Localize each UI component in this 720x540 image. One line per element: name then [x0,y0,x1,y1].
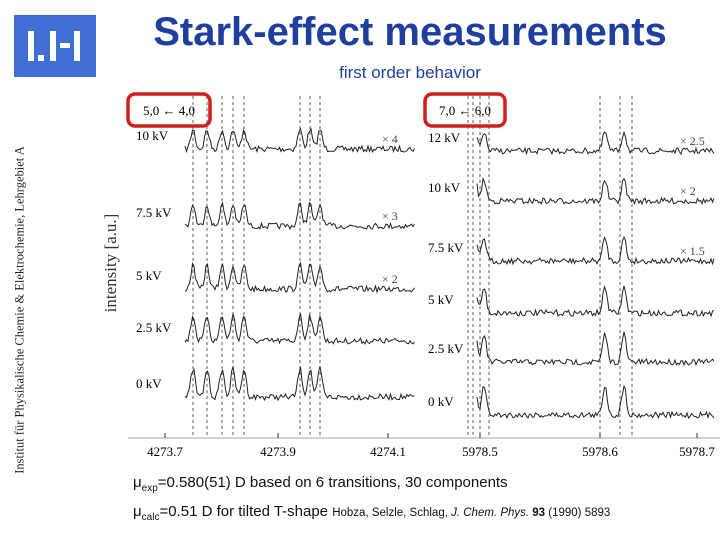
x-tick-label: 5978.7 [679,444,715,459]
spectrum-trace [476,130,715,156]
x-tick-label: 4273.9 [260,444,296,459]
spectrum-trace [476,384,715,420]
spectrum-trace [476,331,715,367]
trace-label: 2.5 kV [136,320,172,335]
volume: 93 [532,507,546,519]
trace-label: 0 kV [136,376,162,391]
highlight-box [423,92,507,128]
x-tick-label: 5978.6 [582,444,618,459]
sidebar: Institut für Physikalische Chemie & Elek… [12,146,27,474]
scale-label: × 2 [382,272,398,286]
spectrum-trace [476,285,715,318]
rest: (1990) 5893 [545,507,611,519]
transition-label: 7,0 ← 6,0 [439,103,491,118]
scale-label: × 1.5 [680,244,705,258]
logo [14,15,96,77]
footer-line: μexp=0.580(51) D based on 6 transitions,… [133,474,508,494]
trace-label: 7.5 kV [136,205,172,220]
y-label: intensity [a.u.] [101,214,120,313]
highlight-box [126,92,212,128]
symbol: μ [133,474,142,491]
scale-label: × 2.5 [680,134,705,148]
spectrum-trace [184,313,415,345]
trace-label: 12 kV [428,130,461,145]
spectrum-trace [184,366,415,402]
text: =0.580(51) D based on 6 transitions, 30 … [157,474,508,491]
x-tick-label: 5978.5 [462,444,498,459]
x-tick-label: 4273.7 [147,444,183,459]
trace-label: 7.5 kV [428,240,464,255]
footer-line: μcalc=0.51 D for tilted T-shape Hobza, S… [133,503,610,523]
x-tick-label: 4274.1 [370,444,406,459]
authors: Hobza, Selzle, Schlag, [332,507,452,519]
scale-label: × 2 [680,184,696,198]
trace-label: 5 kV [428,292,454,307]
scale-label: × 3 [382,209,398,223]
spectrum-trace [476,176,715,206]
scale-label: × 4 [382,132,398,146]
trace-label: 2.5 kV [428,341,464,356]
trace-label: 0 kV [428,394,454,409]
citation: Hobza, Selzle, Schlag, J. Chem. Phys. 93… [332,507,610,519]
subscript: exp [141,483,158,494]
journal: J. Chem. Phys. [451,507,530,519]
spectrum-trace [184,127,415,154]
trace-label: 10 kV [136,128,169,143]
symbol: μ [133,503,142,520]
trace-label: 5 kV [136,268,162,283]
figure: intensity [a.u.] 5,0 ← 4,0 10 kV × 4 7.5 kV… [101,92,720,459]
spectrum-trace [184,201,415,231]
subtitle: first order behavior [339,63,481,82]
text: =0.51 D for tilted T-shape [159,503,329,520]
subscript: calc [141,512,160,523]
transition-label: 5,0 ← 4,0 [143,103,195,118]
spectrum-trace [184,261,415,294]
spectrum-trace [476,235,715,266]
trace-label: 10 kV [428,180,461,195]
title: Stark-effect measurements [153,10,667,54]
